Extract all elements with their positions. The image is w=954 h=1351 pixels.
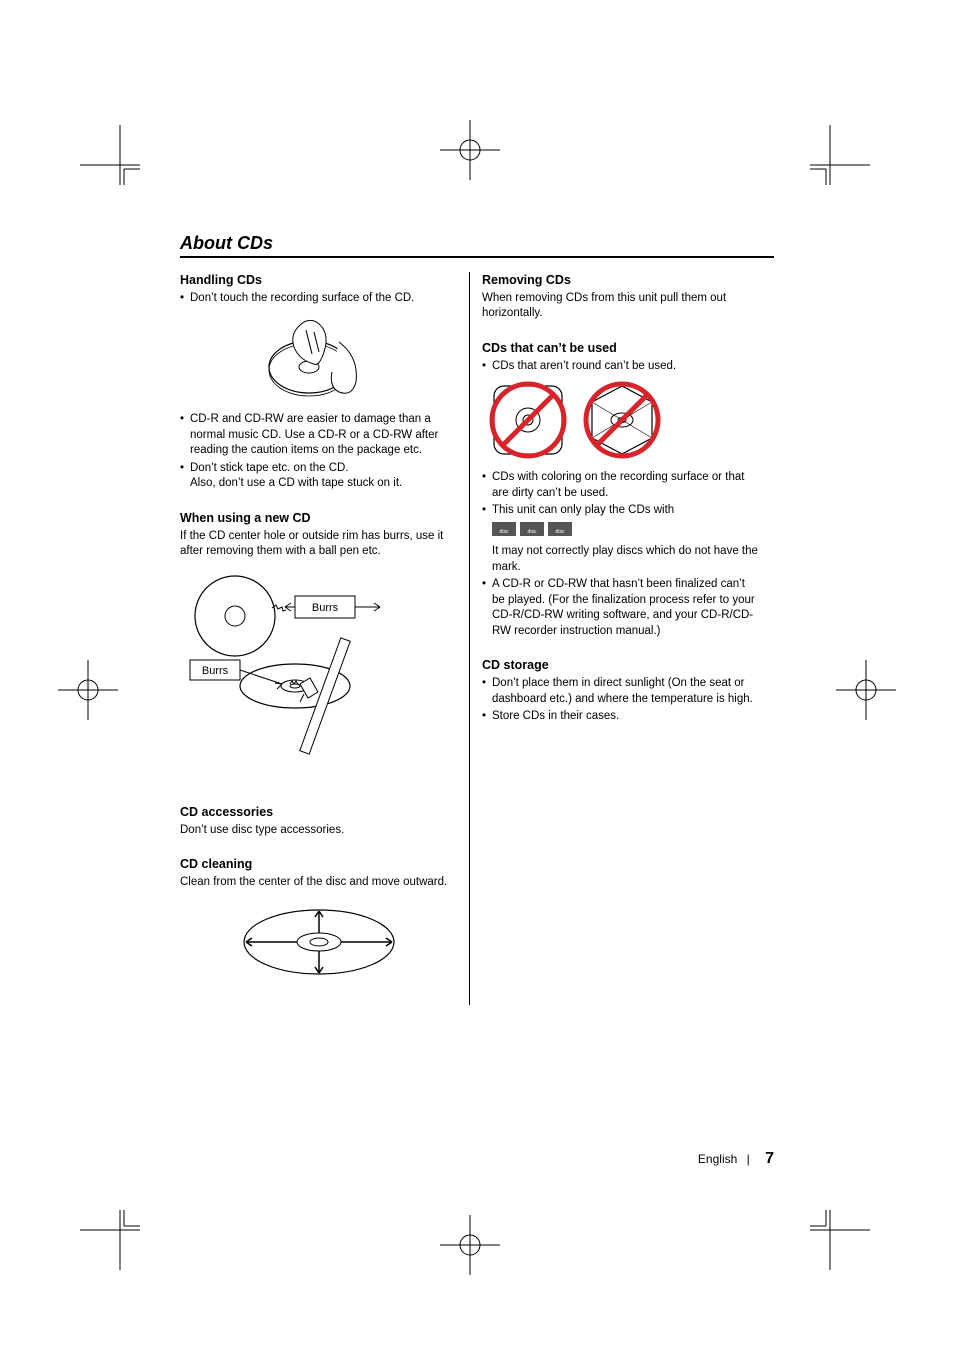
burrs-label-1: Burrs — [312, 602, 339, 614]
accessories-text: Don’t use disc type accessories. — [180, 823, 457, 839]
cleaning-heading: CD cleaning — [180, 856, 457, 873]
reg-mark-bottom — [440, 1215, 500, 1275]
handling-heading: Handling CDs — [180, 272, 457, 289]
removing-text: When removing CDs from this unit pull th… — [482, 291, 760, 322]
crop-mark-br — [810, 1210, 870, 1270]
cant-use-block: CDs that can’t be used CDs that aren’t r… — [482, 340, 760, 640]
burrs-label-2: Burrs — [202, 665, 229, 677]
accessories-block: CD accessories Don’t use disc type acces… — [180, 804, 457, 838]
footer-lang: English — [698, 1152, 737, 1166]
crop-mark-bl — [80, 1210, 140, 1270]
cleaning-block: CD cleaning Clean from the center of the… — [180, 856, 457, 986]
crop-mark-tl — [80, 125, 140, 185]
footer-sep: | — [747, 1152, 750, 1166]
removing-block: Removing CDs When removing CDs from this… — [482, 272, 760, 322]
page-content: About CDs Handling CDs Don’t touch the r… — [180, 233, 774, 1005]
removing-heading: Removing CDs — [482, 272, 760, 289]
cant-use-heading: CDs that can’t be used — [482, 340, 760, 357]
cant-use-figure — [482, 380, 760, 460]
storage-block: CD storage Don’t place them in direct su… — [482, 657, 760, 724]
cant-use-item: This unit can only play the CDs with dis… — [482, 503, 760, 575]
two-column-layout: Handling CDs Don’t touch the recording s… — [180, 272, 774, 1005]
section-title: About CDs — [180, 233, 774, 258]
newcd-text: If the CD center hole or outside rim has… — [180, 529, 457, 560]
crop-mark-tr — [810, 125, 870, 185]
handling-item: Don’t touch the recording surface of the… — [180, 291, 457, 307]
svg-text:disc: disc — [556, 529, 565, 535]
storage-heading: CD storage — [482, 657, 760, 674]
newcd-heading: When using a new CD — [180, 510, 457, 527]
handling-block: Handling CDs Don’t touch the recording s… — [180, 272, 457, 492]
cant-use-cont: It may not correctly play discs which do… — [492, 544, 760, 575]
cant-use-item: CDs with coloring on the recording surfa… — [482, 470, 760, 501]
cant-use-item: CDs that aren’t round can’t be used. — [482, 359, 760, 375]
handling-item-text: Don’t stick tape etc. on the CD. — [190, 462, 349, 474]
handling-item-cont: Also, don’t use a CD with tape stuck on … — [190, 476, 457, 492]
cant-use-item: A CD-R or CD-RW that hasn’t been finaliz… — [482, 577, 760, 639]
handling-item: Don’t stick tape etc. on the CD. Also, d… — [180, 461, 457, 492]
cd-logos: disc disc disc — [492, 521, 760, 543]
right-column: Removing CDs When removing CDs from this… — [470, 272, 760, 1005]
newcd-block: When using a new CD If the CD center hol… — [180, 510, 457, 786]
cant-use-text: This unit can only play the CDs with — [492, 504, 674, 516]
page-footer: English | 7 — [698, 1150, 774, 1168]
footer-page-number: 7 — [765, 1150, 774, 1167]
reg-mark-right — [836, 660, 896, 720]
handling-item: CD-R and CD-RW are easier to damage than… — [180, 412, 457, 459]
handling-figure — [180, 312, 457, 402]
cleaning-text: Clean from the center of the disc and mo… — [180, 875, 457, 891]
storage-item: Store CDs in their cases. — [482, 709, 760, 725]
accessories-heading: CD accessories — [180, 804, 457, 821]
cleaning-figure — [180, 897, 457, 987]
svg-text:disc: disc — [528, 529, 537, 535]
storage-item: Don’t place them in direct sunlight (On … — [482, 676, 760, 707]
newcd-figure: Burrs Burrs — [180, 566, 457, 786]
svg-text:disc: disc — [500, 529, 509, 535]
reg-mark-top — [440, 120, 500, 180]
left-column: Handling CDs Don’t touch the recording s… — [180, 272, 470, 1005]
reg-mark-left — [58, 660, 118, 720]
